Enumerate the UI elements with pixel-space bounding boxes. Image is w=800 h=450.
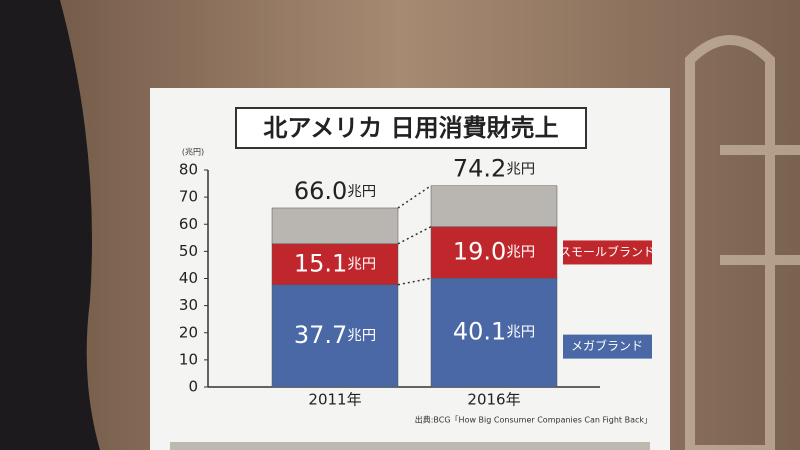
y-tick-label: 80 xyxy=(179,161,198,179)
connector xyxy=(397,185,432,209)
y-tick-label: 40 xyxy=(179,269,198,287)
value-label: 19.0兆円 xyxy=(453,237,535,265)
value-label-unit: 兆円 xyxy=(506,324,535,341)
x-tick-label: 2016年 xyxy=(467,391,520,409)
value-label-unit: 兆円 xyxy=(347,327,376,344)
total-label-number: 74.2 xyxy=(453,155,506,183)
legend-swatch xyxy=(563,334,652,359)
bar-segment xyxy=(430,226,558,279)
value-label-number: 15.1 xyxy=(294,249,347,277)
legend-label: スモールブランド xyxy=(559,244,655,259)
y-tick-label: 20 xyxy=(179,323,198,341)
value-label-number: 40.1 xyxy=(453,318,506,346)
total-label-unit: 兆円 xyxy=(506,161,535,178)
legend-swatch xyxy=(563,240,652,265)
total-label-unit: 兆円 xyxy=(347,183,376,200)
connector xyxy=(397,226,432,245)
total-label: 74.2兆円 xyxy=(453,155,535,183)
value-label-number: 19.0 xyxy=(453,237,506,265)
legend-label: メガブランド xyxy=(571,338,643,353)
source: 出典:BCG「How Big Consumer Companies Can Fi… xyxy=(415,415,652,425)
board-bottom-strip xyxy=(170,442,650,450)
chart-title: 北アメリカ 日用消費財売上 xyxy=(263,114,558,142)
y-unit: (兆円) xyxy=(182,147,204,157)
connector xyxy=(397,277,432,286)
person-silhouette xyxy=(0,0,100,450)
bar-segment xyxy=(430,277,558,388)
y-tick-label: 30 xyxy=(179,296,198,314)
x-tick-label: 2011年 xyxy=(308,391,361,409)
bar-segment xyxy=(271,207,399,245)
total-label: 66.0兆円 xyxy=(294,177,376,205)
total-label-number: 66.0 xyxy=(294,177,347,205)
value-label-unit: 兆円 xyxy=(347,255,376,272)
background-decor xyxy=(685,35,800,450)
value-label-number: 37.7 xyxy=(294,321,347,349)
y-tick-label: 60 xyxy=(179,215,198,233)
value-label: 15.1兆円 xyxy=(294,249,376,277)
y-tick-label: 50 xyxy=(179,242,198,260)
bar-segment xyxy=(271,284,399,388)
y-tick-label: 0 xyxy=(188,378,198,396)
bar-segment xyxy=(430,185,558,227)
value-label-unit: 兆円 xyxy=(506,243,535,260)
title-box xyxy=(235,107,587,149)
y-tick-label: 10 xyxy=(179,350,198,368)
y-tick-label: 70 xyxy=(179,188,198,206)
value-label: 37.7兆円 xyxy=(294,321,376,349)
value-label: 40.1兆円 xyxy=(453,318,535,346)
